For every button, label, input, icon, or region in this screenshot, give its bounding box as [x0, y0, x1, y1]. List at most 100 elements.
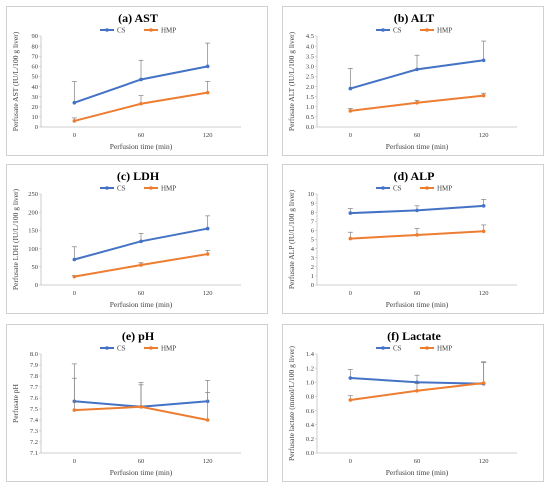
data-point-cs: [348, 376, 353, 380]
chart-svg-alp: (d) ALP CS HMP 0 1 2 3 4 5 6 7 8 9 10 0 60 120 Perfusion …: [287, 169, 517, 309]
legend-label-cs: CS: [117, 345, 126, 353]
legend-label-cs: CS: [117, 185, 126, 193]
x-axis-label: Perfusion time (min): [110, 300, 173, 309]
legend-marker-cs: [105, 186, 109, 190]
x-tick-label: 0: [349, 290, 352, 297]
data-point-hmp: [348, 109, 353, 113]
y-tick-label: 0.5: [306, 114, 314, 121]
x-tick-label: 120: [203, 458, 213, 465]
x-tick-label: 0: [73, 132, 76, 139]
legend-marker-hmp: [149, 28, 153, 32]
data-point-hmp: [205, 90, 210, 95]
y-tick-label: 0.8: [306, 394, 314, 401]
y-tick-label: 150: [28, 228, 38, 235]
y-tick-label: 4: [311, 246, 315, 253]
y-tick-label: 50: [32, 74, 39, 81]
data-point-hmp: [415, 388, 419, 393]
chart-svg-lactate: (f) Lactate CS HMP 0.0 0.2 0.4 0.6 0.8 1.0 1.2 1.4…: [287, 329, 517, 477]
x-tick-label: 0: [349, 458, 352, 465]
data-point-hmp: [348, 236, 353, 241]
chart-svg-ph: (e) pH CS HMP 7.1 7.2 7.3 7.4 7.5 7.6 7.7 7.8 7.9 8.…: [11, 329, 241, 477]
y-tick-label: 40: [32, 84, 39, 91]
x-tick-label: 60: [138, 290, 145, 297]
y-tick-label: 3: [311, 255, 314, 262]
legend-marker-hmp: [425, 346, 429, 350]
chart-svg-ast: (a) AST CS HMP 0 10 20 30 40 50 60 70 80 90 0 60 120 Per…: [11, 11, 241, 151]
y-axis-label: Perfusate LDH (IU/L/100 g liver): [11, 188, 20, 290]
y-tick-label: 30: [32, 94, 39, 101]
data-point-hmp: [72, 274, 77, 279]
data-point-hmp: [205, 418, 210, 422]
y-axis-label: Perfusate ALT (IU/L/100 g liver): [287, 31, 296, 131]
y-tick-label: 7.6: [30, 395, 39, 402]
y-tick-label: 4.5: [306, 33, 314, 40]
y-tick-label: 0.2: [306, 436, 314, 443]
x-axis-label: Perfusion time (min): [110, 468, 173, 477]
data-point-cs: [139, 239, 143, 244]
x-tick-label: 120: [479, 132, 489, 139]
data-point-hmp: [139, 101, 143, 106]
y-tick-label: 9: [311, 200, 314, 207]
chart-panel-alp: (d) ALP CS HMP 0 1 2 3 4 5 6 7 8 9 10 0 60 120 Perfusion …: [282, 164, 544, 314]
data-point-hmp: [72, 408, 77, 412]
chart-panel-alt: (b) ALT CS HMP 0.0 0.5 1.0 1.5 2.0 2.5 3.0 3.5 4.0 4…: [282, 6, 544, 156]
data-point-hmp: [415, 233, 419, 237]
data-point-cs: [72, 100, 77, 105]
y-tick-label: 7.8: [30, 373, 38, 380]
legend-marker-cs: [381, 346, 385, 350]
data-point-hmp: [481, 93, 486, 98]
y-tick-label: 60: [32, 64, 39, 71]
y-tick-label: 10: [308, 191, 315, 198]
x-tick-label: 0: [349, 132, 352, 139]
legend-label-hmp: HMP: [161, 345, 176, 353]
legend-marker-hmp: [149, 346, 153, 350]
legend-label-hmp: HMP: [437, 185, 452, 193]
y-tick-label: 2: [311, 264, 314, 271]
y-tick-label: 7.4: [30, 417, 39, 424]
x-tick-label: 60: [414, 132, 421, 139]
y-tick-label: 0.6: [306, 408, 315, 415]
legend-label-hmp: HMP: [161, 27, 176, 35]
data-point-hmp: [72, 119, 77, 123]
x-tick-label: 120: [479, 290, 489, 297]
legend-label-cs: CS: [117, 27, 126, 35]
chart-title: (e) pH: [122, 329, 155, 343]
data-point-cs: [415, 208, 419, 213]
y-tick-label: 8: [311, 209, 314, 216]
chart-panel-ast: (a) AST CS HMP 0 10 20 30 40 50 60 70 80 90 0 60 120 Per…: [6, 6, 268, 156]
y-tick-label: 0.4: [306, 422, 315, 429]
y-tick-label: 7.2: [30, 439, 38, 446]
x-axis-label: Perfusion time (min): [110, 142, 173, 151]
legend-marker-cs: [381, 28, 385, 32]
y-tick-label: 2.5: [306, 74, 314, 81]
y-tick-label: 200: [28, 209, 38, 216]
y-tick-label: 7.1: [30, 450, 38, 457]
legend-label-hmp: HMP: [161, 185, 176, 193]
x-tick-label: 0: [73, 458, 76, 465]
y-tick-label: 7.9: [30, 362, 38, 369]
legend-marker-cs: [105, 28, 109, 32]
chart-title: (b) ALT: [394, 11, 435, 25]
data-point-cs: [481, 204, 486, 208]
x-tick-label: 60: [414, 458, 421, 465]
chart-title: (f) Lactate: [387, 329, 441, 343]
data-point-hmp: [481, 229, 486, 234]
y-tick-label: 0.0: [306, 450, 314, 457]
legend-marker-cs: [105, 346, 109, 350]
legend-label-cs: CS: [393, 27, 402, 35]
y-axis-label: Perfusate lactate (mmol/L/100 g liver): [287, 346, 296, 461]
y-tick-label: 1.0: [306, 104, 314, 111]
chart-panel-ph: (e) pH CS HMP 7.1 7.2 7.3 7.4 7.5 7.6 7.7 7.8 7.9 8.…: [6, 324, 268, 482]
x-axis-label: Perfusion time (min): [386, 142, 449, 151]
legend-marker-hmp: [425, 28, 429, 32]
y-tick-label: 10: [32, 114, 39, 121]
x-tick-label: 60: [414, 290, 421, 297]
y-tick-label: 50: [32, 264, 39, 271]
data-point-hmp: [481, 381, 486, 385]
y-tick-label: 1.5: [306, 94, 314, 101]
data-point-cs: [348, 86, 353, 91]
data-point-cs: [415, 380, 419, 385]
y-tick-label: 1: [311, 273, 314, 280]
data-point-cs: [139, 77, 143, 82]
